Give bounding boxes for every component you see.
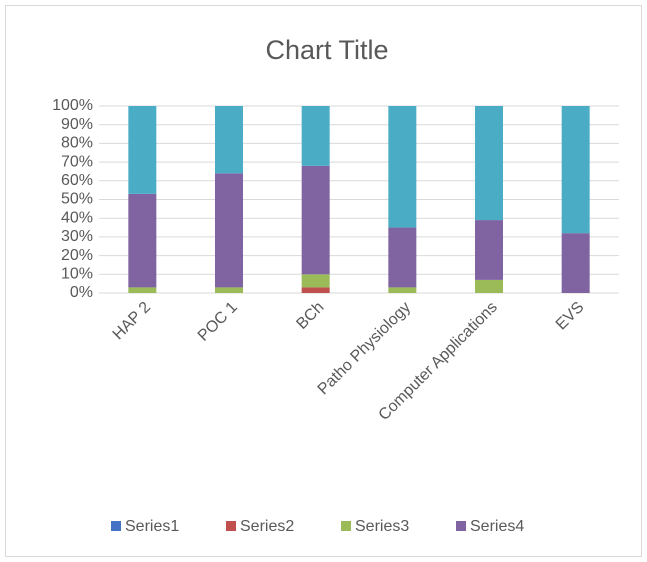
y-tick-label: 10% (61, 266, 93, 283)
legend-swatch (456, 521, 466, 531)
bar-segment (388, 106, 417, 228)
bar-segment (215, 106, 243, 174)
bar-segment (475, 106, 503, 221)
legend-label: Series1 (125, 518, 179, 535)
y-tick-label: 60% (61, 172, 93, 189)
legend-label: Series3 (355, 518, 409, 535)
y-tick-label: 80% (61, 135, 93, 152)
legend-swatch (341, 521, 351, 531)
legend-swatch (111, 521, 121, 531)
legend-label: Series2 (240, 518, 294, 535)
bar-segment (475, 220, 503, 280)
bar-segment (301, 274, 330, 288)
legend-label: Series4 (470, 518, 524, 535)
bar-segment (561, 233, 590, 293)
bar-segment (561, 106, 590, 234)
y-tick-label: 40% (61, 209, 93, 226)
y-tick-label: 90% (61, 116, 93, 133)
chart-title: Chart Title (265, 35, 388, 65)
legend-swatch (226, 521, 236, 531)
bar-segment (301, 106, 330, 166)
bar-segment (128, 287, 157, 293)
y-tick-label: 0% (70, 284, 93, 301)
y-tick-label: 50% (61, 191, 93, 208)
bar-segment (301, 287, 330, 293)
y-tick-label: 20% (61, 247, 93, 264)
bar-segment (475, 279, 503, 293)
bar-segment (215, 287, 243, 293)
bar-segment (128, 106, 157, 194)
bar-segment (128, 193, 157, 288)
bar-segment (388, 287, 417, 293)
bar-segment (215, 173, 243, 288)
y-tick-label: 100% (52, 97, 93, 114)
y-tick-label: 70% (61, 153, 93, 170)
y-tick-label: 30% (61, 228, 93, 245)
bar-segment (301, 165, 330, 275)
bar-segment (388, 227, 417, 288)
